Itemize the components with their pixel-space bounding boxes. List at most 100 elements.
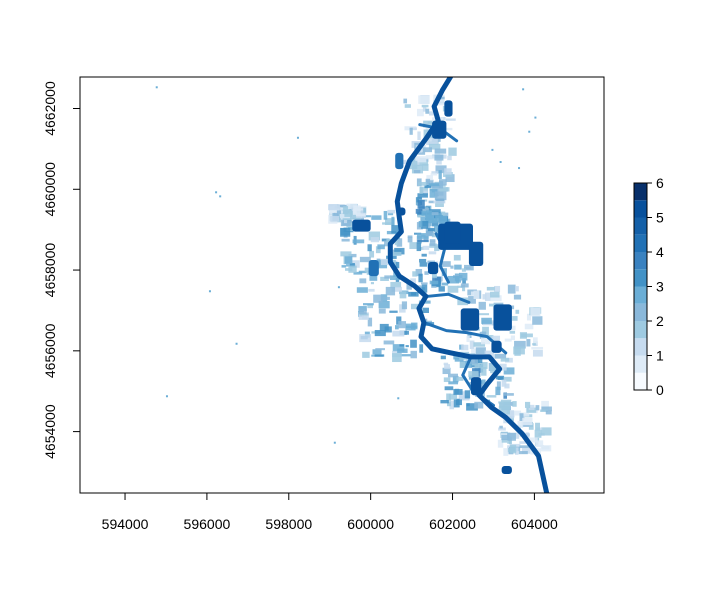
raster-cell <box>391 216 395 226</box>
raster-cell <box>389 310 398 313</box>
raster-cell <box>501 438 508 443</box>
raster-cell <box>378 308 386 314</box>
raster-cell <box>428 111 434 116</box>
raster-speck <box>337 286 340 289</box>
raster-cell <box>510 335 516 341</box>
raster-cell <box>435 215 447 223</box>
raster-cell <box>349 211 362 220</box>
raster-cell <box>513 294 522 300</box>
raster-cell <box>426 221 431 230</box>
raster-cell <box>545 410 552 415</box>
raster-cell <box>425 178 431 184</box>
raster-cell <box>367 244 372 252</box>
raster-cell <box>413 170 421 174</box>
raster-cell <box>510 444 517 454</box>
raster-cell <box>395 325 399 330</box>
floodplain-area <box>328 203 367 227</box>
raster-cell <box>403 98 408 104</box>
raster-cell <box>484 292 492 301</box>
raster-cell <box>480 337 491 345</box>
raster-cell <box>380 276 389 281</box>
flooded-patch <box>427 261 439 275</box>
colorbar-legend: 0 1 2 3 4 5 6 <box>633 175 664 398</box>
raster-cell <box>422 106 427 112</box>
raster-cell <box>417 181 427 186</box>
colorbar-segment <box>634 269 647 287</box>
raster-cell <box>459 361 466 369</box>
raster-cell <box>490 364 501 374</box>
colorbar-segment <box>634 338 647 356</box>
raster-cell <box>471 348 476 355</box>
raster-cell <box>436 102 449 106</box>
raster-cell <box>455 399 462 406</box>
raster-cell <box>515 447 519 455</box>
raster-cell <box>385 218 395 226</box>
raster-cell <box>497 376 504 381</box>
raster-cell <box>532 316 543 325</box>
raster-cell <box>341 265 347 268</box>
raster-cell <box>462 284 466 292</box>
raster-cell <box>467 331 472 338</box>
raster-cell <box>373 294 383 303</box>
raster-cell <box>403 159 407 165</box>
raster-cell <box>348 253 357 258</box>
raster-cell <box>420 282 428 285</box>
raster-speck <box>522 88 525 91</box>
raster-speck <box>534 116 537 119</box>
raster-cell <box>370 237 380 243</box>
raster-speck <box>333 441 336 444</box>
raster-cell <box>526 437 538 443</box>
raster-cell <box>421 104 429 108</box>
raster-cell <box>490 291 500 298</box>
raster-cell <box>500 357 510 362</box>
raster-cell <box>452 375 459 383</box>
raster-cell <box>461 344 469 351</box>
raster-cell <box>519 413 524 422</box>
raster-cell <box>431 184 440 193</box>
raster-cell <box>447 285 459 293</box>
raster-cell <box>330 216 339 222</box>
raster-cell <box>387 212 394 216</box>
raster-cell <box>535 405 540 411</box>
raster-cell <box>503 367 515 375</box>
raster-cell <box>450 265 454 269</box>
raster-cell <box>431 212 439 216</box>
raster-cell <box>426 175 433 181</box>
raster-cell <box>382 296 390 300</box>
raster-cell <box>362 351 370 358</box>
raster-cell <box>449 400 455 410</box>
raster-cell <box>468 371 479 378</box>
raster-speck <box>155 86 158 89</box>
raster-cell <box>458 272 468 281</box>
raster-cell <box>358 306 367 311</box>
raster-cell <box>381 238 390 242</box>
raster-cell <box>468 375 473 380</box>
raster-cell <box>371 215 382 220</box>
raster-cell <box>392 344 405 352</box>
raster-cell <box>346 203 358 210</box>
colorbar-segment <box>634 355 647 373</box>
raster-cell <box>359 334 372 343</box>
raster-cell <box>417 131 421 141</box>
raster-cell <box>454 358 464 362</box>
raster-cell <box>454 264 462 270</box>
raster-cell <box>431 221 439 227</box>
raster-cell <box>415 208 423 214</box>
raster-cell <box>458 391 465 400</box>
raster-cell <box>409 127 413 135</box>
raster-cell <box>541 406 552 412</box>
raster-cell <box>374 354 385 357</box>
raster-cell <box>468 296 476 304</box>
raster-cell <box>404 330 409 335</box>
raster-cell <box>425 124 430 133</box>
raster-cell <box>486 286 495 291</box>
raster-cell <box>419 258 427 263</box>
y-tick-label: 4662000 <box>42 81 58 136</box>
raster-cell <box>380 258 393 266</box>
flooded-patch <box>444 221 461 244</box>
raster-cell <box>473 342 486 347</box>
raster-cell <box>418 273 423 283</box>
raster-cell <box>419 344 424 353</box>
raster-cell <box>389 275 400 281</box>
x-tick-label: 602000 <box>429 516 476 532</box>
